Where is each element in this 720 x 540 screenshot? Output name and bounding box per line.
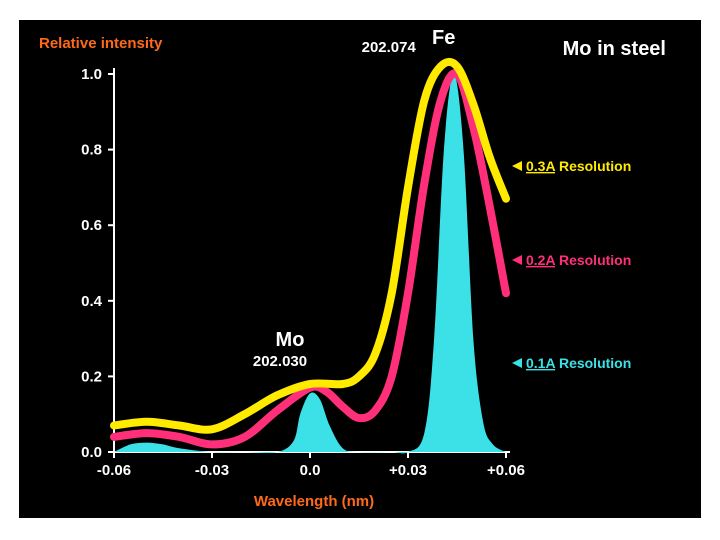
label-01a: 0.1A Resolution (526, 355, 631, 371)
y-tick-label: 1.0 (81, 66, 102, 83)
label-03a: 0.3A Resolution (526, 158, 631, 174)
label-01a-text: Resolution (555, 355, 631, 371)
label-01a-value: 0.1A (526, 355, 555, 371)
x-tick-label: -0.03 (195, 462, 229, 479)
label-03a-text: Resolution (555, 158, 631, 174)
label-02a-value: 0.2A (526, 252, 555, 268)
series-03a-line (110, 57, 510, 434)
label-01a-arrow-icon (512, 358, 522, 368)
series-layer (110, 57, 510, 454)
series-01a-area (114, 74, 506, 454)
x-tick-label: +0.03 (389, 462, 427, 479)
chart-frame: Relative intensity Wavelength (nm) Mo in… (19, 20, 701, 518)
label-03a-arrow-icon (512, 161, 522, 171)
y-tick-label: 0.6 (81, 217, 102, 234)
x-axis-title: Wavelength (nm) (254, 493, 374, 510)
peak-mo-wavelength: 202.030 (253, 353, 307, 370)
peak-fe-wavelength: 202.074 (362, 39, 417, 56)
y-tick-label: 0.4 (81, 293, 103, 310)
y-tick-label: 0.2 (81, 368, 102, 385)
label-03a-value: 0.3A (526, 158, 555, 174)
label-02a: 0.2A Resolution (526, 252, 631, 268)
peak-fe-name: Fe (432, 27, 455, 49)
x-tick-label: -0.06 (97, 462, 131, 479)
spectrum-chart: Relative intensity Wavelength (nm) Mo in… (39, 27, 666, 510)
axes: 0.0 0.2 0.4 0.6 0.8 1.0 -0.06 -0.03 0.0 +0.03 +0.0… (81, 66, 525, 479)
y-tick-label: 0.0 (81, 444, 102, 461)
y-tick-label: 0.8 (81, 142, 102, 159)
chart-title: Mo in steel (563, 38, 666, 60)
peak-mo-name: Mo (276, 329, 305, 351)
x-tick-label: 0.0 (300, 462, 321, 479)
y-axis-title: Relative intensity (39, 35, 163, 52)
x-tick-label: +0.06 (487, 462, 525, 479)
label-02a-text: Resolution (555, 252, 631, 268)
label-02a-arrow-icon (512, 255, 522, 265)
